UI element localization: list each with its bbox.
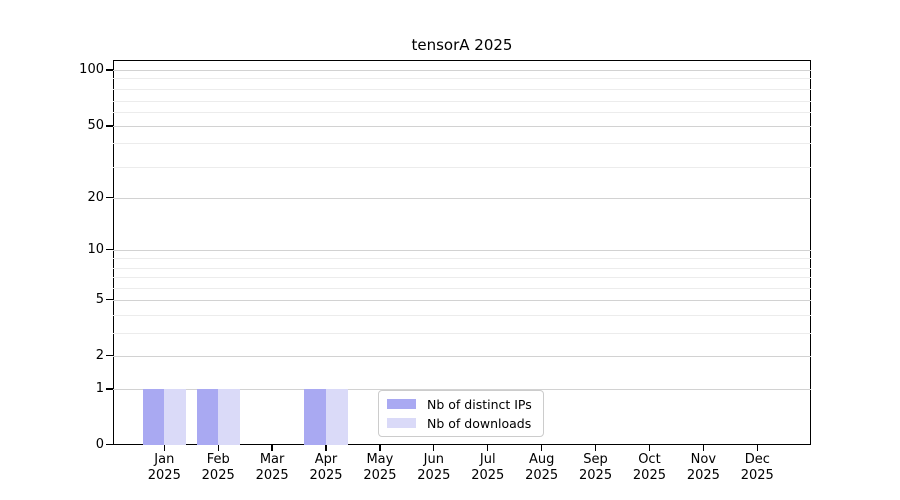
y-tick-label-1: 1	[95, 381, 104, 396]
chart-title: tensorA 2025	[411, 36, 513, 54]
x-tick-mark-1	[217, 444, 219, 451]
y-minor-gridline-30	[113, 167, 811, 169]
x-tick-label-3: Apr 2025	[309, 452, 343, 483]
x-tick-label-11: Dec 2025	[740, 452, 774, 483]
legend-swatch-distinct-ips	[387, 399, 416, 409]
y-minor-gridline-40	[113, 143, 811, 145]
legend-item-distinct-ips: Nb of distinct IPs	[387, 397, 535, 412]
y-tick-mark-1	[106, 388, 113, 390]
y-tick-label-5: 5	[95, 291, 104, 307]
x-tick-label-4: May 2025	[363, 452, 397, 483]
y-minor-gridline-7	[113, 276, 811, 278]
x-tick-label-0: Jan 2025	[147, 452, 181, 483]
y-tick-label-10: 10	[87, 241, 104, 257]
y-tick-label-100: 100	[79, 62, 104, 77]
x-tick-mark-5	[433, 444, 435, 451]
y-major-gridline-20	[113, 197, 811, 199]
y-tick-label-2: 2	[95, 347, 104, 363]
legend-swatch-downloads	[387, 418, 416, 428]
y-tick-mark-2	[106, 354, 113, 357]
y-tick-mark-20	[106, 196, 113, 199]
x-tick-mark-2	[271, 444, 273, 451]
y-minor-gridline-70	[113, 100, 811, 102]
legend-label-downloads: Nb of downloads	[427, 415, 532, 431]
x-tick-mark-8	[594, 444, 597, 451]
x-tick-mark-6	[487, 444, 489, 451]
bar-distinct-ips-apr	[304, 389, 326, 445]
x-tick-label-5: Jun 2025	[417, 452, 451, 483]
y-minor-gridline-60	[113, 111, 811, 113]
bar-distinct-ips-feb	[196, 389, 219, 445]
y-major-gridline-5	[113, 299, 811, 301]
x-tick-label-7: Aug 2025	[525, 452, 559, 483]
y-tick-mark-50	[106, 125, 113, 127]
x-tick-label-8: Sep 2025	[579, 452, 613, 483]
x-tick-label-9: Oct 2025	[632, 452, 666, 483]
y-tick-label-20: 20	[87, 189, 104, 205]
y-tick-mark-100	[106, 69, 113, 71]
x-tick-label-10: Nov 2025	[686, 452, 720, 483]
bar-downloads-apr	[326, 389, 348, 445]
y-minor-gridline-9	[113, 258, 811, 260]
legend-item-downloads: Nb of downloads	[387, 416, 535, 431]
x-tick-mark-3	[325, 444, 327, 451]
x-tick-mark-9	[648, 444, 651, 451]
y-minor-gridline-80	[113, 89, 811, 91]
y-major-gridline-2	[113, 355, 811, 357]
y-tick-mark-5	[106, 298, 113, 301]
bar-downloads-feb	[218, 389, 240, 445]
y-minor-gridline-90	[113, 78, 811, 80]
legend: Nb of distinct IPs Nb of downloads	[378, 390, 544, 437]
bar-distinct-ips-jan	[142, 389, 165, 445]
legend-label-distinct-ips: Nb of distinct IPs	[427, 396, 532, 412]
x-tick-mark-11	[756, 444, 758, 451]
y-major-gridline-50	[113, 126, 811, 127]
y-major-gridline-10	[113, 249, 811, 251]
y-minor-gridline-6	[113, 287, 811, 289]
y-minor-gridline-4	[113, 314, 811, 316]
y-minor-gridline-3	[113, 333, 811, 334]
x-tick-mark-10	[702, 444, 704, 451]
x-tick-label-6: Jul 2025	[471, 452, 505, 483]
y-tick-label-50: 50	[87, 118, 104, 133]
x-tick-label-1: Feb 2025	[201, 452, 235, 483]
y-major-gridline-1	[113, 389, 811, 390]
plot-area	[113, 60, 811, 445]
x-tick-mark-0	[163, 444, 165, 451]
x-tick-label-2: Mar 2025	[255, 452, 289, 483]
y-tick-mark-10	[106, 249, 113, 251]
x-tick-mark-7	[540, 444, 543, 451]
x-tick-mark-4	[379, 444, 381, 451]
bar-downloads-jan	[164, 389, 186, 445]
y-minor-gridline-8	[113, 267, 811, 269]
y-major-gridline-100	[113, 70, 811, 71]
y-tick-mark-0	[106, 444, 113, 446]
y-tick-label-0: 0	[95, 436, 104, 452]
